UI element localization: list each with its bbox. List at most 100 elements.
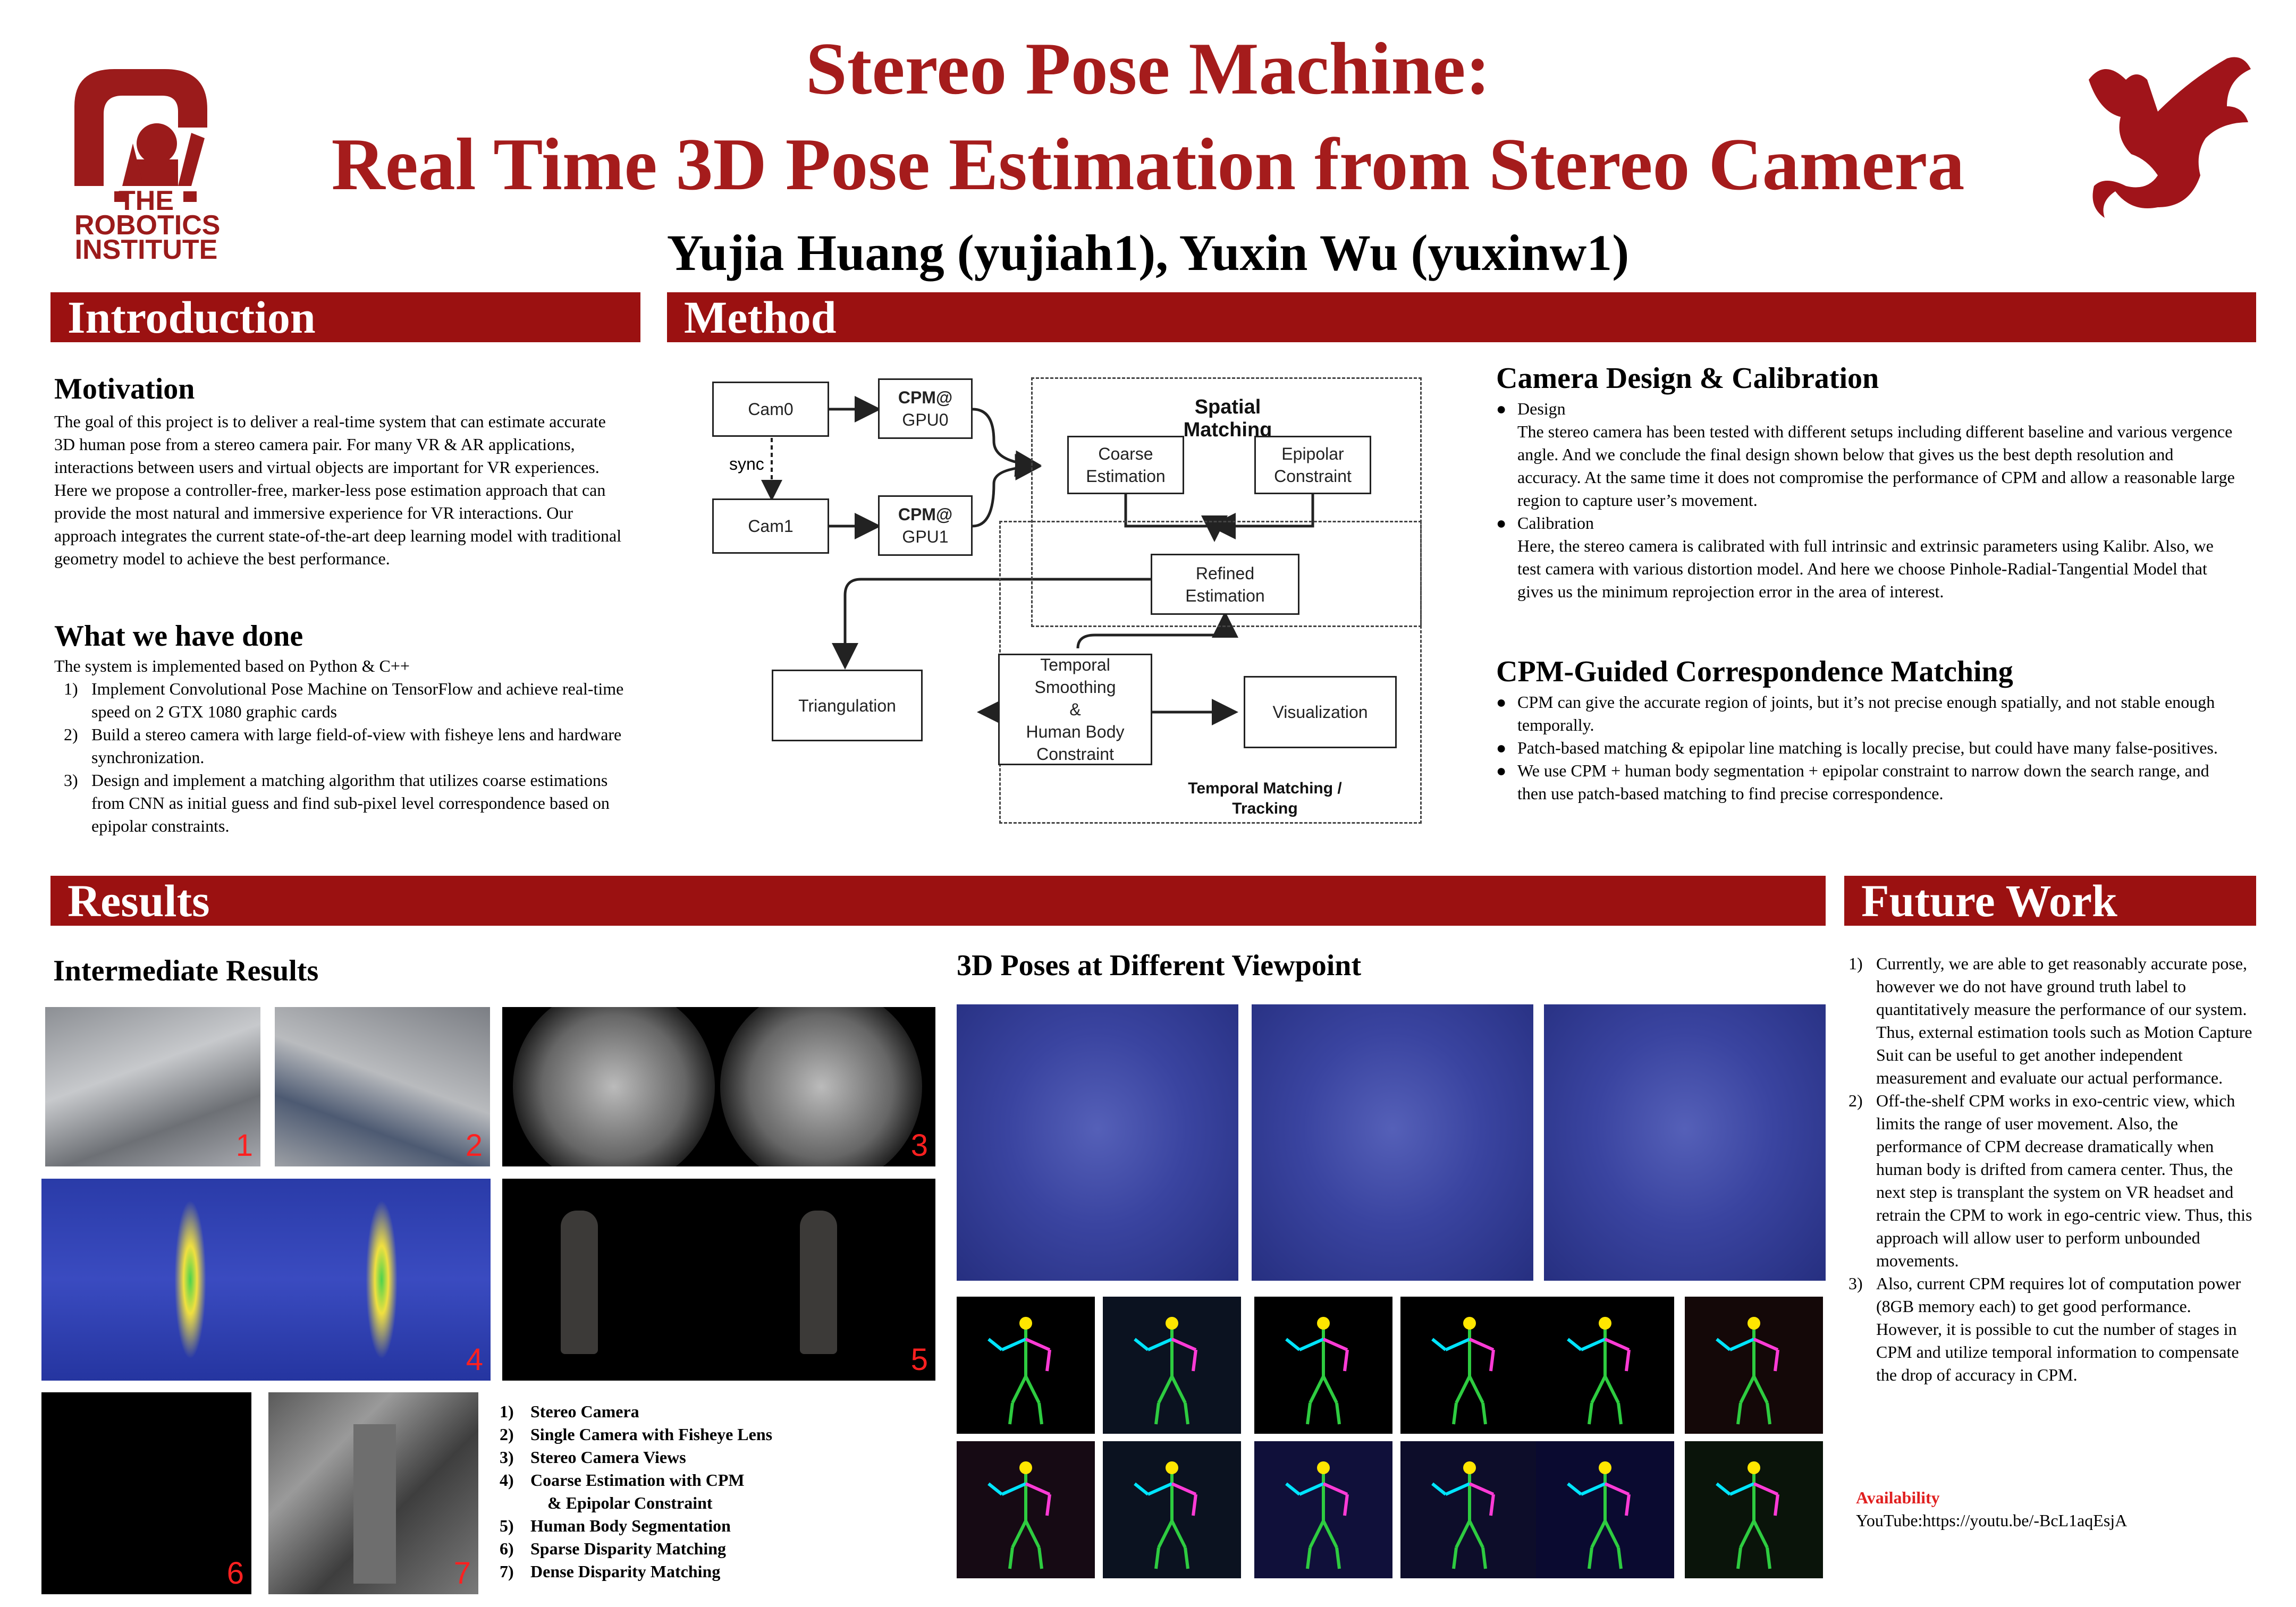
skeleton-limb (1468, 1375, 1484, 1404)
intermediate-results-captions: 1) Stereo Camera 2) Single Camera with Fis… (500, 1400, 893, 1583)
cpm-gpu0-line2: GPU0 (902, 410, 949, 429)
skeleton-limb (1309, 1520, 1325, 1549)
caption-number: 1) (500, 1402, 514, 1421)
sync-label: sync (729, 454, 764, 473)
skeleton-head (1166, 1317, 1178, 1330)
skeleton-limb (1489, 1494, 1495, 1516)
skeleton-figure (1716, 1317, 1779, 1425)
skeleton-figure (987, 1317, 1051, 1425)
cam0-label: Cam0 (748, 400, 794, 419)
temporal-matching-line2: Tracking (1232, 800, 1298, 817)
list-number: 2) (64, 725, 78, 744)
skeleton-limb (1455, 1520, 1471, 1549)
photo-number: 7 (453, 1556, 471, 1591)
caption-text: Sparse Disparity Matching (530, 1539, 726, 1558)
temporal-matching-label: Temporal Matching / Tracking (1169, 779, 1361, 819)
caption-item: 1) Stereo Camera (500, 1400, 893, 1423)
pose-heatmap-3 (1544, 1004, 1826, 1281)
skeleton-limb (1001, 1338, 1027, 1351)
list-text: Implement Convolutional Pose Machine on … (91, 679, 624, 721)
skeleton-limb (1603, 1375, 1620, 1404)
future-work-list: 1) Currently, we are able to get reasonab… (1839, 952, 2253, 1386)
list-item: 2) Build a stereo camera with large field… (54, 723, 628, 769)
temporal-line3: & (1069, 700, 1081, 719)
skeleton-limb (1285, 1482, 1301, 1496)
skeleton-limb (1008, 1402, 1014, 1425)
caption-item: 7) Dense Disparity Matching (500, 1560, 893, 1583)
skeleton-head (1748, 1317, 1760, 1330)
list-item: 3) Design and implement a matching algori… (54, 769, 628, 838)
triangulation-box: Triangulation (772, 670, 923, 741)
method-diagram: Cam0 Cam1 sync CPM@ GPU0 CPM@ GPU1 Spati… (691, 367, 1435, 834)
skeleton-limb (1431, 1338, 1447, 1351)
caption-text: Coarse Estimation with CPM (530, 1470, 745, 1490)
spatial-matching-label: Spatial Matching (1183, 396, 1272, 441)
camera-item-text: Here, the stereo camera is calibrated wi… (1517, 536, 2214, 601)
method-header: Method (667, 292, 2256, 342)
photo-sparse-disparity: 6 (41, 1392, 251, 1594)
logo-text: THE ROBOTICS INSTITUTE (74, 185, 221, 265)
skeleton-limb (1617, 1402, 1623, 1425)
caption-text: Stereo Camera Views (530, 1448, 686, 1467)
caption-text: Stereo Camera (530, 1402, 639, 1421)
skeleton-limb (1045, 1349, 1051, 1372)
photo-dense-disparity: 7 (268, 1392, 478, 1594)
skeleton-limb (1617, 1547, 1623, 1569)
epipolar-line1: Epipolar (1281, 444, 1344, 463)
pose-heatmap-2 (1252, 1004, 1533, 1281)
list-item: ● Calibration Here, the stereo camera is c… (1496, 512, 2240, 603)
caption-item: 2) Single Camera with Fisheye Lens (500, 1423, 893, 1446)
availability-label: Availability (1856, 1488, 1940, 1507)
skeleton-limb (1567, 1338, 1582, 1351)
skeleton-head (1019, 1461, 1032, 1474)
photo-number: 3 (910, 1128, 928, 1163)
skeleton-limb (1154, 1547, 1160, 1569)
skeleton-limb (1729, 1338, 1755, 1351)
skeleton-limb (1468, 1520, 1484, 1549)
cam1-box: Cam1 (712, 498, 829, 554)
list-item: ● CPM can give the accurate region of joi… (1496, 691, 2240, 737)
skeleton-limb (987, 1482, 1003, 1496)
skeleton-figure (1431, 1461, 1495, 1569)
list-text: Currently, we are able to get reasonably… (1876, 954, 2252, 1087)
skeleton-figure (1285, 1461, 1349, 1569)
epipolar-line2: Constraint (1274, 467, 1352, 486)
list-number: 1) (1848, 954, 1863, 973)
skeleton-limb (1025, 1482, 1051, 1496)
list-number: 3) (64, 771, 78, 790)
bullet-icon: ● (1496, 761, 1507, 780)
epipolar-constraint-box: Epipolar Constraint (1254, 436, 1371, 494)
what-we-have-done-title: What we have done (54, 620, 303, 653)
skeleton-limb (1322, 1375, 1338, 1404)
motivation-text: The goal of this project is to deliver a… (54, 412, 622, 568)
photo-stereo-views: 3 (502, 1007, 935, 1166)
refined-estimation-box: Refined Estimation (1151, 554, 1299, 615)
skeleton-head (1019, 1317, 1032, 1330)
list-text: Design and implement a matching algorith… (91, 771, 610, 835)
fisheye-view-right (720, 1007, 922, 1166)
photo-coarse-estimation: 4 (41, 1179, 491, 1381)
segmented-person-right (800, 1211, 837, 1354)
skeleton-limb (1625, 1349, 1631, 1372)
logo-line-robotics: ROBOTICS (74, 210, 221, 241)
cpm-gpu0-box: CPM@ GPU0 (878, 378, 973, 439)
logo-line-the: THE (119, 185, 174, 216)
fisheye-view-left (513, 1007, 715, 1166)
logo-robotics-institute (64, 58, 223, 271)
list-item: ● Design The stereo camera has been tested… (1496, 397, 2240, 512)
cpm-item-text: CPM can give the accurate region of join… (1517, 692, 2215, 734)
skeleton-limb (1335, 1547, 1341, 1569)
logo-line-institute: INSTITUTE (74, 234, 218, 265)
temporal-matching-line1: Temporal Matching / (1188, 780, 1342, 797)
viewpoint-title: 3D Poses at Different Viewpoint (957, 949, 1362, 982)
availability-link[interactable]: YouTube:https://youtu.be/-BcL1aqEsjA (1856, 1511, 2128, 1530)
diagram-arrows (761, 396, 1314, 725)
cpm-gpu1-line2: GPU1 (902, 527, 949, 546)
skeleton-limb (1716, 1338, 1731, 1351)
photo-stereo-camera: 1 (45, 1007, 260, 1166)
photo-body-segmentation: 5 (502, 1179, 935, 1381)
segmented-person-left (561, 1211, 598, 1354)
skeleton-limb (1171, 1482, 1197, 1496)
list-item: 1) Currently, we are able to get reasonab… (1839, 952, 2253, 1089)
temporal-smoothing-box: Temporal Smoothing & Human Body Constrai… (998, 654, 1152, 765)
